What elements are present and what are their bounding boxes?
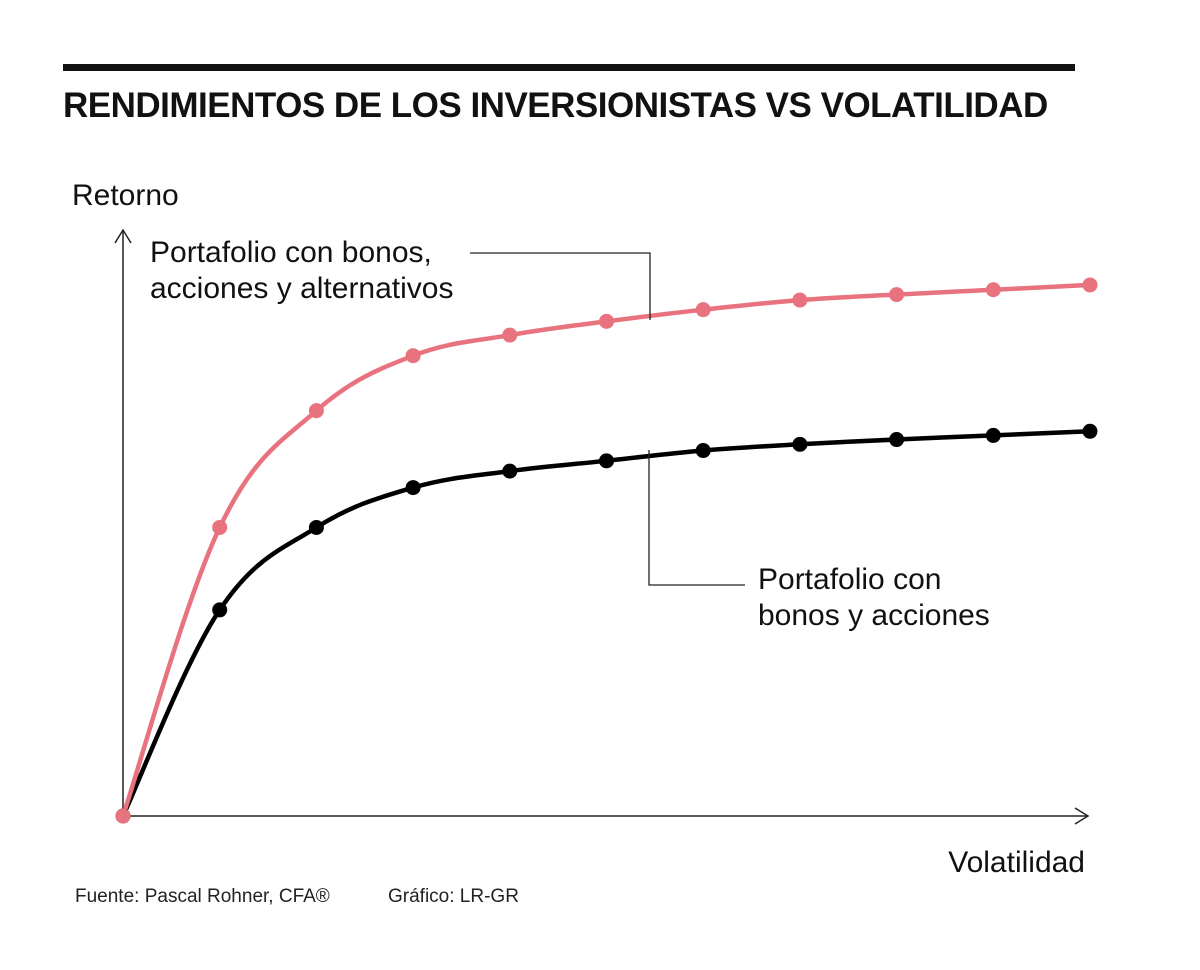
data-point-series-0-10 — [1082, 277, 1098, 293]
data-points — [115, 277, 1098, 824]
data-point-series-0-4 — [502, 327, 518, 343]
data-point-series-0-2 — [308, 403, 324, 419]
data-point-series-1-2 — [308, 519, 324, 535]
series-line-bonds-stocks-alternatives — [120, 282, 1093, 819]
y-axis-arrow — [114, 228, 132, 244]
data-point-series-0-6 — [695, 302, 711, 318]
data-point-series-1-9 — [985, 427, 1001, 443]
footer-credit: Gráfico: LR-GR — [388, 886, 519, 907]
data-point-series-1-8 — [889, 432, 905, 448]
data-point-series-1-4 — [502, 463, 518, 479]
data-point-series-0-5 — [599, 313, 614, 329]
series-label-bonds-stocks-alternatives: Portafolio con bonos, acciones y alterna… — [150, 236, 454, 305]
data-point-series-0-3 — [405, 348, 421, 364]
data-point-series-0-7 — [792, 292, 808, 308]
data-point-series-1-7 — [792, 436, 808, 452]
leader-line-alternatives — [470, 252, 651, 320]
series-line-bonds-stocks — [120, 429, 1093, 819]
x-axis-arrow — [1074, 807, 1090, 825]
data-point-series-1-6 — [695, 443, 711, 459]
series-label-bonds-stocks: Portafolio con bonos y acciones — [758, 563, 990, 632]
data-point-series-1-3 — [405, 480, 421, 496]
y-axis-label: Retorno — [72, 179, 179, 212]
data-point-series-0-0 — [115, 808, 131, 824]
data-point-series-0-1 — [212, 519, 228, 535]
data-point-series-0-9 — [985, 282, 1001, 298]
data-point-series-1-1 — [212, 602, 228, 618]
data-point-series-1-10 — [1082, 423, 1098, 439]
chart-title: RENDIMIENTOS DE LOS INVERSIONISTAS VS VO… — [63, 86, 1048, 125]
leader-line-bonds-stocks — [648, 450, 745, 586]
top-rule — [63, 64, 1075, 71]
footer-source: Fuente: Pascal Rohner, CFA® — [75, 886, 330, 907]
x-axis-label: Volatilidad — [948, 846, 1085, 879]
data-point-series-0-8 — [889, 287, 905, 303]
data-point-series-1-5 — [599, 453, 614, 469]
